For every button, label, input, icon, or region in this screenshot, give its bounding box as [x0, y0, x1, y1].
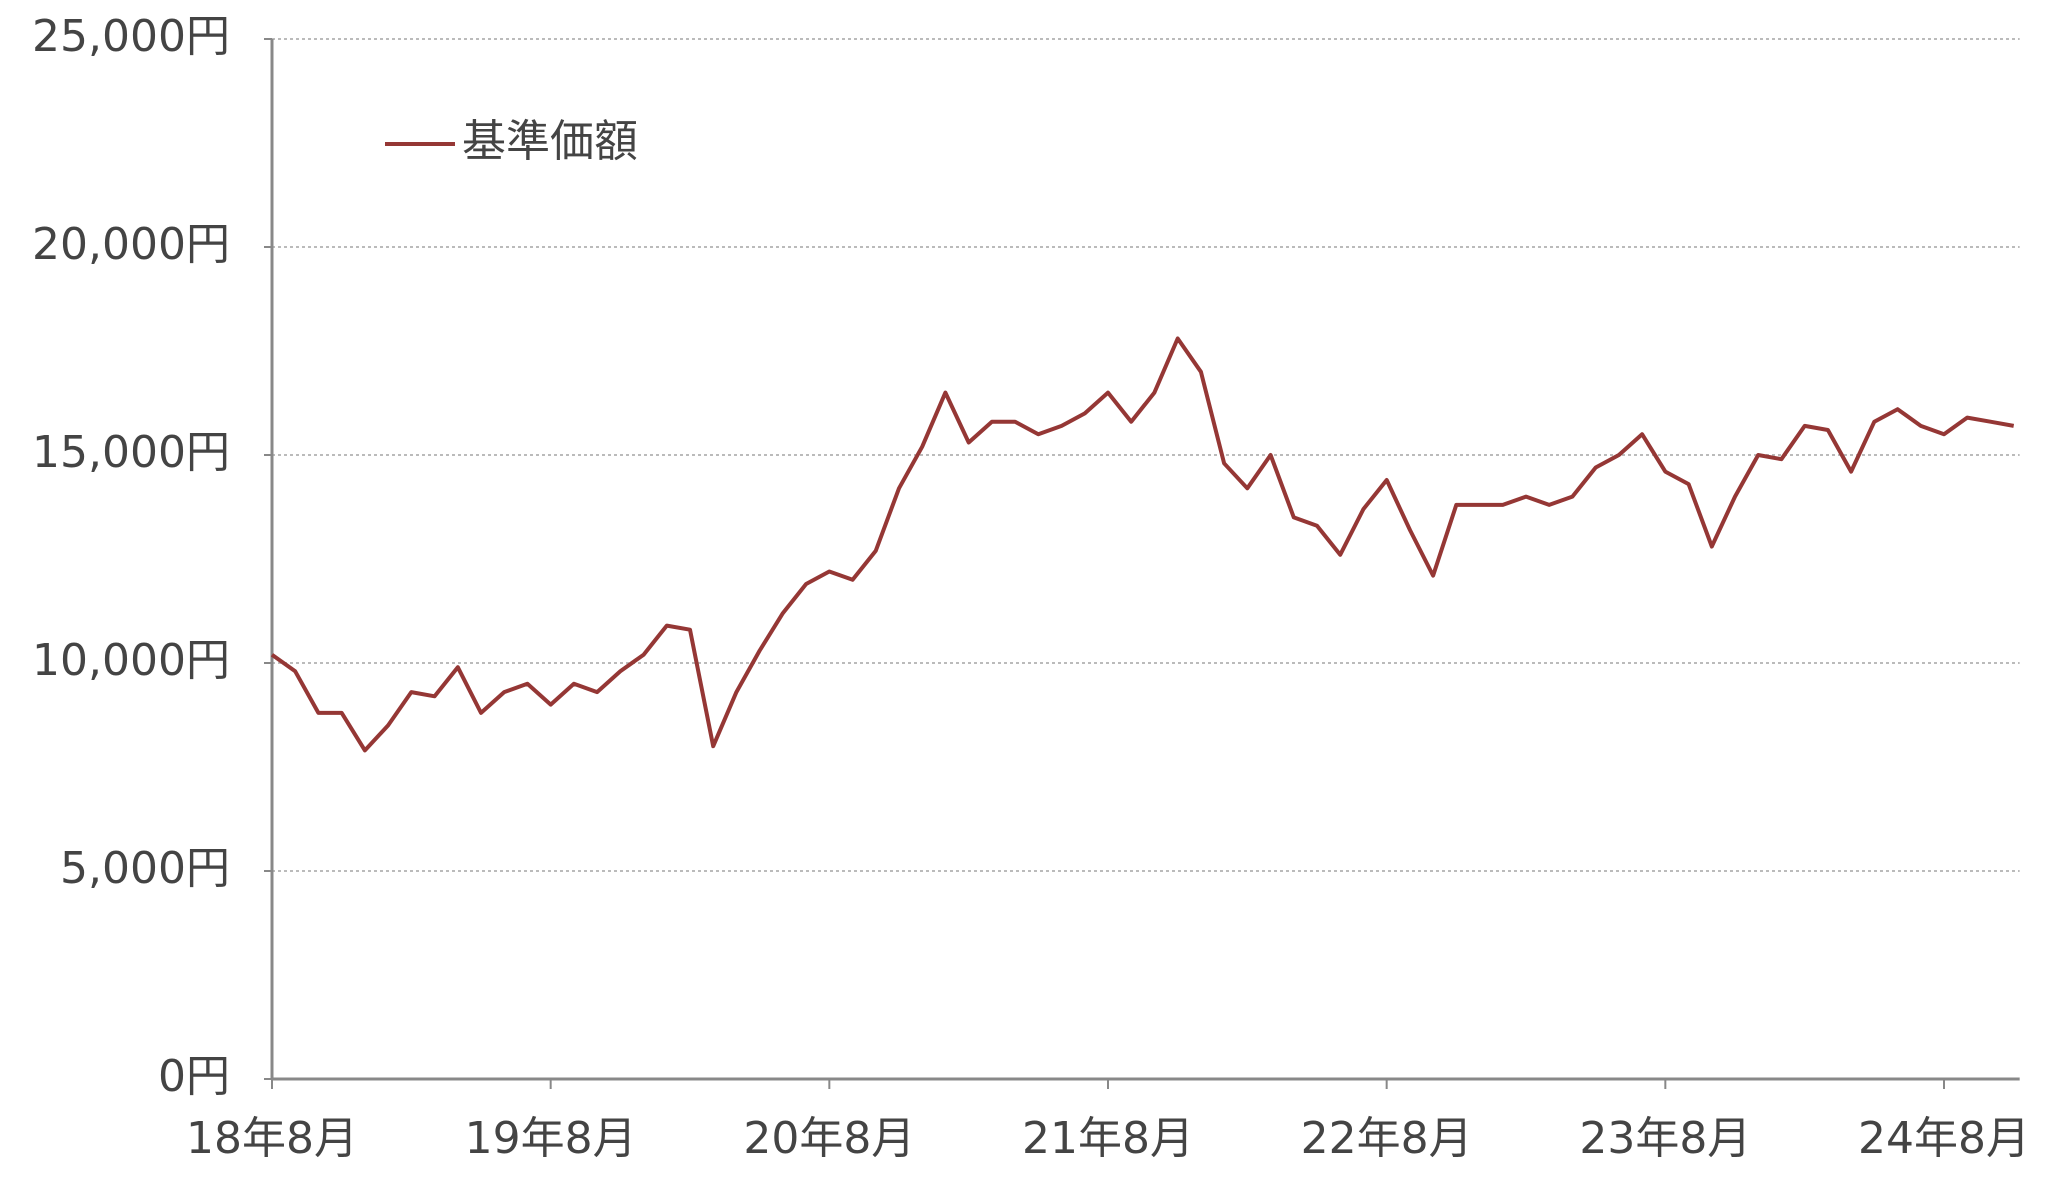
legend-label: 基準価額 — [462, 116, 638, 167]
x-tick-label: 20年8月 — [743, 1113, 915, 1164]
line — [270, 336, 2015, 753]
y-tick-label: 15,000円 — [32, 427, 230, 478]
x-tick-label: 22年8月 — [1301, 1113, 1473, 1164]
x-tick-label: 18年8月 — [186, 1113, 358, 1164]
y-tick-label: 5,000円 — [60, 843, 230, 894]
y-tick-label: 10,000円 — [32, 635, 230, 686]
y-tick-label: 0円 — [158, 1051, 230, 1102]
y-tick-label: 20,000円 — [32, 219, 230, 270]
x-tick-label: 21年8月 — [1022, 1113, 1194, 1164]
y-tick-label: 25,000円 — [32, 11, 230, 62]
x-tick-label: 19年8月 — [465, 1113, 637, 1164]
x-tick-label: 23年8月 — [1579, 1113, 1751, 1164]
x-tick-label: 24年8月 — [1858, 1113, 2030, 1164]
